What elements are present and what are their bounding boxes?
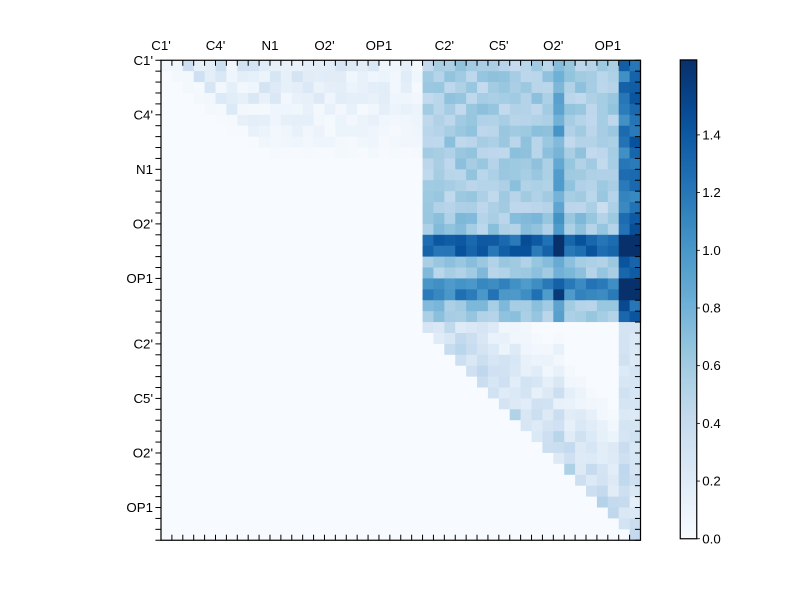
svg-text:C4': C4' — [206, 38, 226, 53]
svg-text:0.8: 0.8 — [702, 300, 721, 315]
svg-text:C1': C1' — [151, 38, 171, 53]
svg-text:C2': C2' — [133, 336, 153, 351]
svg-text:O2': O2' — [133, 216, 153, 231]
svg-text:OP1: OP1 — [126, 500, 153, 515]
svg-text:O2': O2' — [543, 38, 563, 53]
svg-text:0.4: 0.4 — [702, 416, 721, 431]
svg-text:N1: N1 — [136, 162, 153, 177]
svg-text:C4': C4' — [133, 107, 153, 122]
svg-text:O2': O2' — [314, 38, 334, 53]
svg-text:1.2: 1.2 — [702, 185, 721, 200]
svg-text:C5': C5' — [133, 391, 153, 406]
svg-text:OP1: OP1 — [126, 271, 153, 286]
svg-text:N1: N1 — [261, 38, 278, 53]
svg-text:1.4: 1.4 — [702, 127, 721, 142]
svg-text:0.6: 0.6 — [702, 358, 721, 373]
svg-text:OP1: OP1 — [366, 38, 393, 53]
svg-text:O2': O2' — [133, 445, 153, 460]
svg-text:C5': C5' — [489, 38, 509, 53]
svg-text:0.2: 0.2 — [702, 474, 721, 489]
svg-text:1.0: 1.0 — [702, 243, 721, 258]
svg-text:C1': C1' — [133, 53, 153, 68]
svg-text:0.0: 0.0 — [702, 531, 721, 546]
svg-text:C2': C2' — [435, 38, 455, 53]
svg-text:OP1: OP1 — [595, 38, 622, 53]
